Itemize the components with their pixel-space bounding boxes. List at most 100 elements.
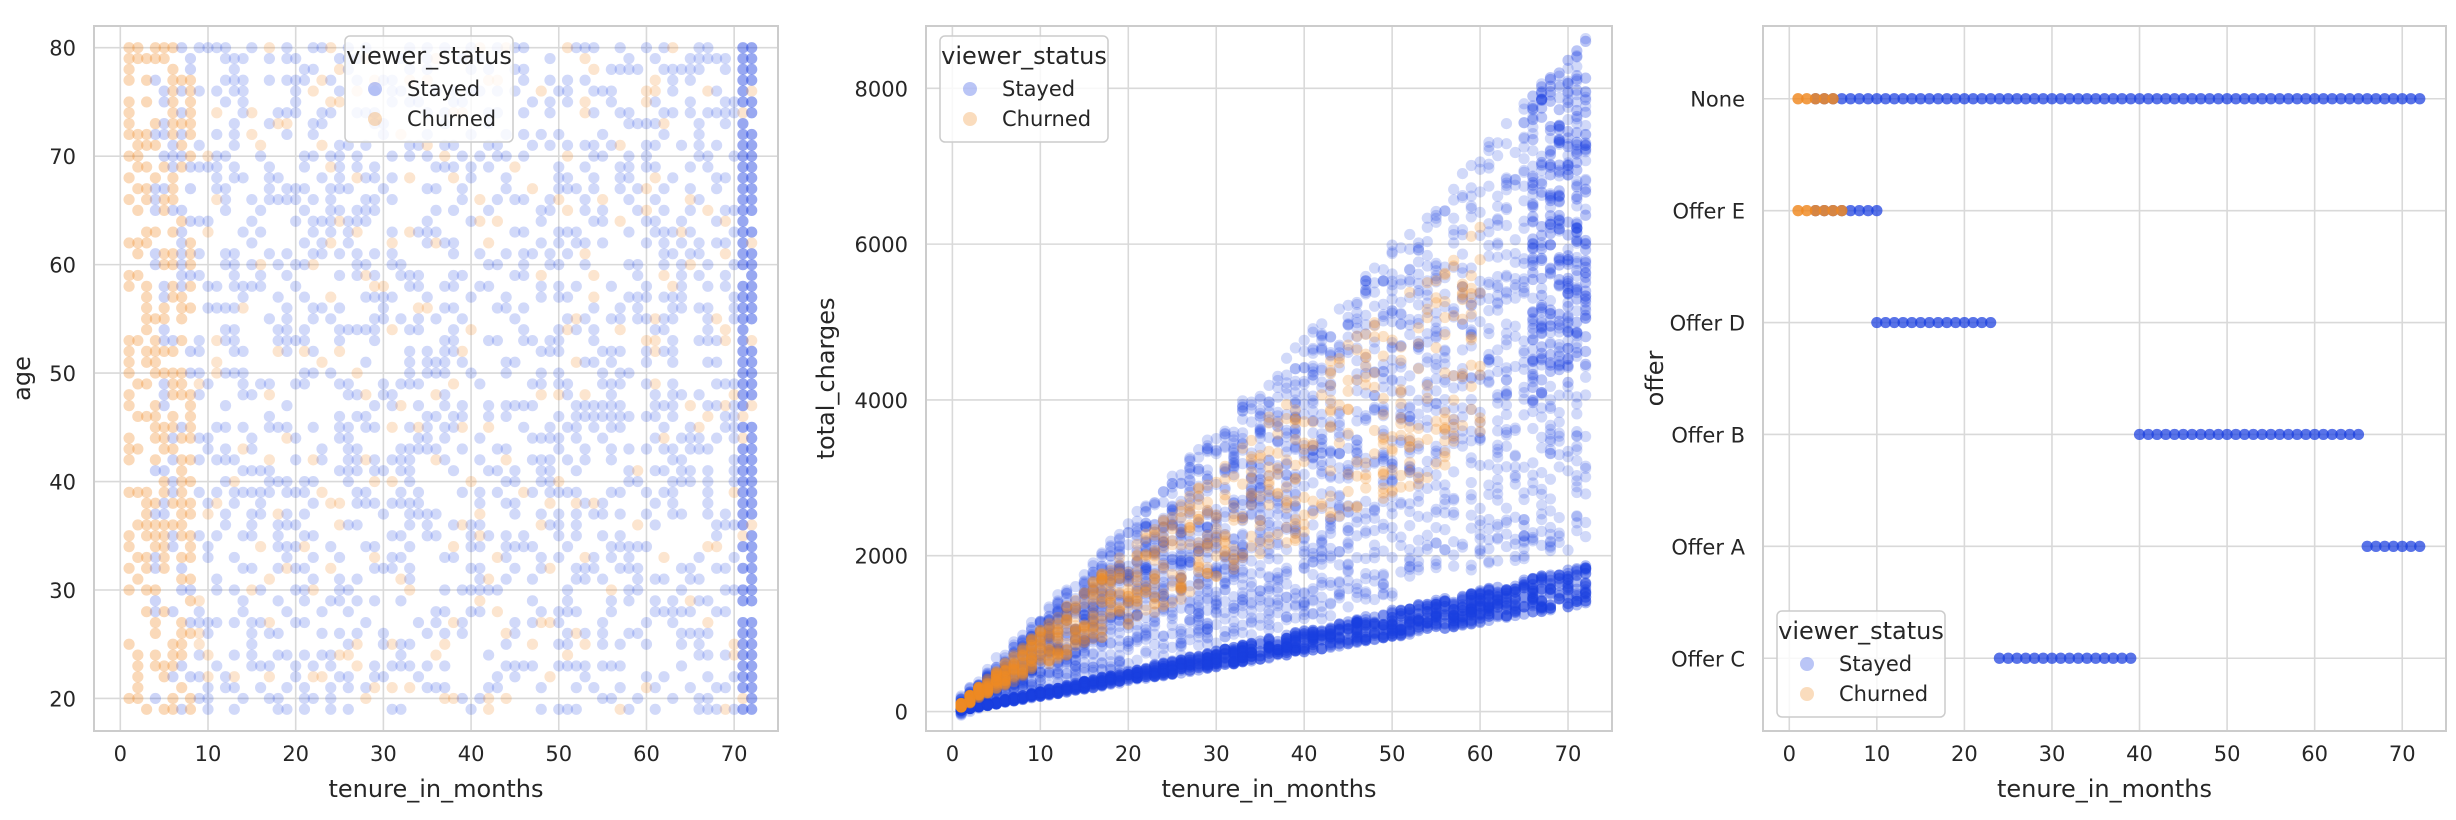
stayed-point — [211, 302, 223, 314]
stayed-point — [386, 454, 398, 466]
stayed-point — [518, 302, 530, 314]
stayed-point — [649, 193, 661, 206]
stayed-point — [1008, 678, 1020, 690]
stayed-point — [219, 193, 232, 206]
stayed-point — [404, 573, 416, 585]
stayed-point — [632, 692, 644, 705]
stayed-point — [737, 703, 749, 715]
stayed-point — [526, 334, 539, 347]
stayed-point — [640, 345, 653, 357]
churned-point — [369, 551, 381, 564]
stayed-point — [632, 183, 644, 195]
stayed-point — [219, 204, 232, 216]
stayed-point — [1571, 51, 1583, 63]
stayed-point — [316, 237, 328, 249]
stayed-point — [255, 616, 267, 629]
churned-point — [535, 616, 547, 629]
stayed-point — [184, 183, 197, 195]
churned-point — [526, 183, 539, 195]
stayed-point — [246, 389, 258, 401]
stayed-point — [605, 692, 617, 705]
stayed-point — [342, 638, 354, 650]
stayed-point — [456, 356, 468, 368]
stayed-point — [325, 703, 337, 715]
stayed-point — [1237, 494, 1249, 506]
stayed-point — [369, 324, 381, 336]
stayed-point — [1193, 490, 1205, 502]
stayed-point — [263, 660, 275, 672]
stayed-point — [447, 269, 460, 282]
stayed-point — [351, 204, 363, 216]
stayed-point — [219, 682, 232, 694]
stayed-point — [667, 389, 679, 401]
stayed-point — [1483, 557, 1495, 569]
stayed-point — [421, 215, 433, 227]
stayed-point — [176, 248, 188, 260]
stayed-point — [325, 367, 337, 379]
stayed-point — [1465, 200, 1477, 212]
stayed-point — [158, 85, 170, 97]
stayed-point — [623, 443, 635, 455]
stayed-point — [1324, 445, 1337, 457]
stayed-point — [1580, 35, 1592, 47]
stayed-point — [377, 183, 389, 195]
stayed-point — [597, 508, 609, 520]
stayed-point — [526, 660, 539, 672]
stayed-point — [570, 42, 582, 54]
stayed-point — [702, 443, 714, 455]
stayed-point — [1272, 621, 1284, 633]
stayed-point — [1553, 359, 1565, 371]
stayed-point — [430, 226, 442, 238]
stayed-point — [412, 486, 425, 498]
churned-point — [430, 389, 442, 401]
stayed-point — [1140, 647, 1152, 659]
stayed-point — [509, 465, 521, 477]
stayed-point — [307, 660, 319, 672]
stayed-point — [737, 280, 749, 292]
churned-point — [149, 660, 161, 672]
stayed-point — [316, 302, 328, 314]
churned-point — [298, 541, 311, 553]
stayed-point — [342, 465, 354, 477]
stayed-point — [632, 562, 644, 574]
churned-point — [176, 497, 188, 509]
churned-point — [141, 486, 153, 498]
stayed-point — [588, 324, 600, 336]
stayed-point — [544, 96, 556, 108]
stayed-point — [298, 237, 311, 249]
stayed-point — [1087, 560, 1099, 572]
stayed-point — [719, 508, 731, 520]
stayed-point — [290, 671, 302, 683]
stayed-point — [325, 649, 337, 661]
stayed-point — [640, 280, 653, 292]
stayed-point — [1448, 509, 1460, 521]
stayed-point — [597, 497, 609, 509]
stayed-point — [333, 584, 346, 596]
stayed-point — [202, 378, 214, 390]
churned-point — [737, 432, 749, 444]
stayed-point — [614, 313, 626, 325]
stayed-point — [281, 703, 293, 715]
stayed-point — [395, 551, 407, 564]
churned-point — [684, 193, 696, 206]
legend-label-stayed: Stayed — [407, 77, 480, 101]
stayed-point — [526, 616, 539, 629]
stayed-point — [746, 454, 758, 466]
stayed-point — [675, 432, 688, 444]
stayed-point — [246, 465, 258, 477]
stayed-point — [1298, 362, 1310, 374]
stayed-point — [377, 508, 389, 520]
stayed-point — [1289, 342, 1301, 354]
churned-point — [184, 497, 197, 509]
churned-point — [579, 638, 591, 650]
stayed-point — [228, 616, 240, 629]
stayed-point — [237, 367, 249, 379]
stayed-point — [667, 410, 679, 423]
stayed-point — [693, 237, 705, 249]
churned-point — [421, 302, 433, 314]
stayed-point — [369, 161, 381, 173]
stayed-point — [237, 530, 249, 542]
stayed-point — [1272, 594, 1284, 606]
stayed-point — [1166, 470, 1178, 482]
stayed-point — [605, 421, 617, 433]
